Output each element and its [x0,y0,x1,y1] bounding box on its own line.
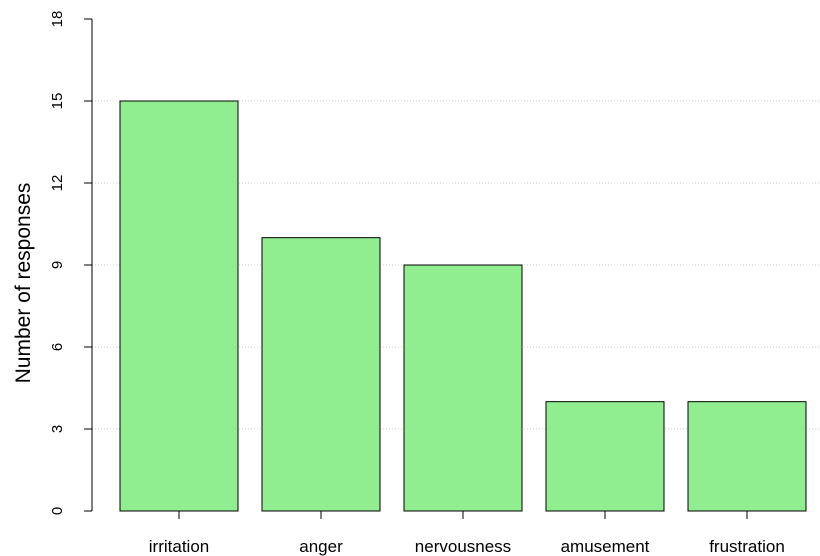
bar-anger [261,237,381,512]
y-tick-label: 3 [49,425,66,433]
bar-nervousness [403,264,523,512]
y-tick-label: 12 [49,175,66,192]
y-tick-label: 9 [49,261,66,269]
y-axis: 0 3 6 9 12 15 18 [49,11,93,515]
y-tick-label: 0 [49,507,66,515]
bar-amusement [545,401,665,512]
y-tick-label: 15 [49,93,66,110]
bars [119,100,807,512]
category-label-amusement: amusement [561,537,650,556]
y-axis-title: Number of responses [12,183,35,384]
category-label-anger: anger [299,537,343,556]
category-label-irritation: irritation [149,537,209,556]
category-label-nervousness: nervousness [415,537,511,556]
bar-frustration [687,401,807,512]
category-labels: irritation anger nervousness amusement frust… [149,511,785,556]
y-tick-label: 6 [49,343,66,351]
bar-irritation [119,100,239,512]
category-label-frustration: frustration [709,537,785,556]
y-tick-label: 18 [49,11,66,28]
